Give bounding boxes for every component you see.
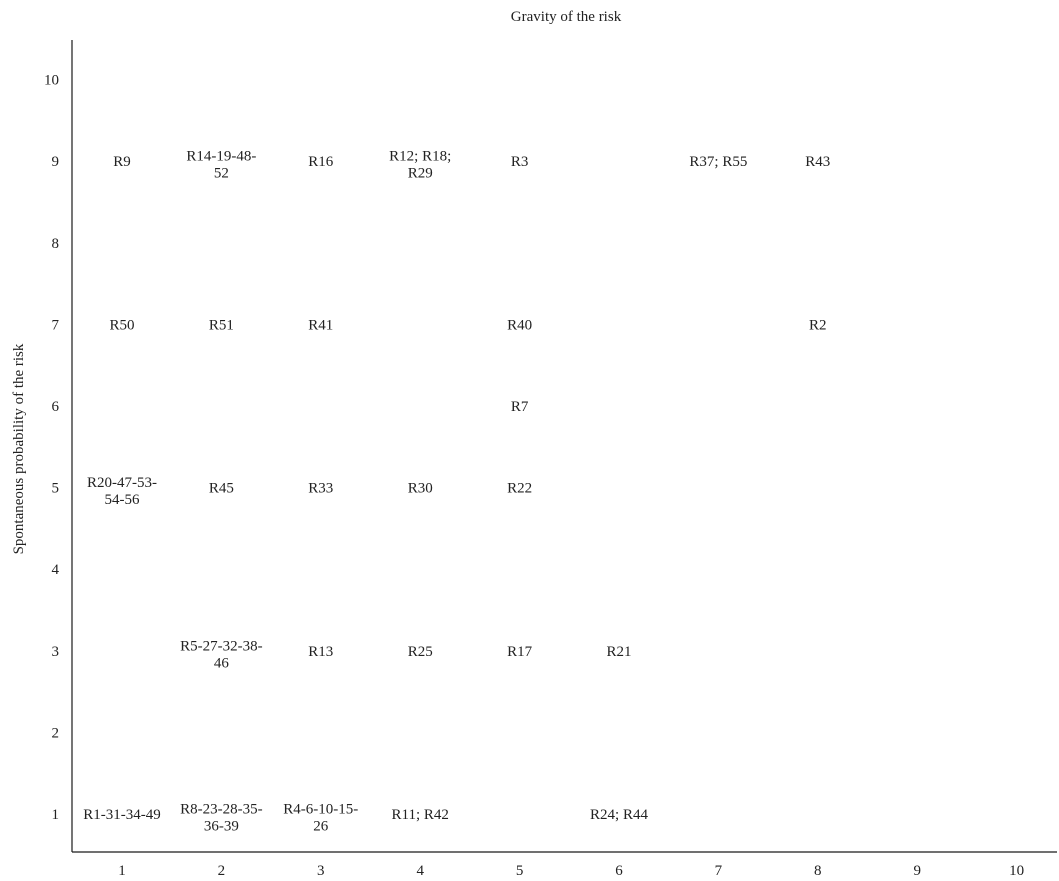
risk-label: R8-23-28-35-36-39 xyxy=(180,802,263,835)
risk-label-line: 52 xyxy=(214,166,229,182)
x-tick-label: 5 xyxy=(516,863,524,879)
risk-label-line: R13 xyxy=(308,644,333,660)
y-tick-label: 5 xyxy=(52,481,60,497)
risk-label: R22 xyxy=(507,481,532,497)
risk-label-line: R50 xyxy=(109,317,134,333)
risk-label-line: R1-31-34-49 xyxy=(83,807,161,823)
x-tick-label: 1 xyxy=(118,863,126,879)
risk-label: R21 xyxy=(606,644,631,660)
y-tick-label: 10 xyxy=(44,73,59,89)
x-tick-label: 9 xyxy=(913,863,921,879)
x-tick-label: 3 xyxy=(317,863,325,879)
risk-label-line: R14-19-48- xyxy=(186,149,256,165)
y-tick-label: 3 xyxy=(52,644,60,660)
risk-label-line: 36-39 xyxy=(204,819,239,835)
risk-label: R43 xyxy=(805,154,830,170)
y-tick-label: 7 xyxy=(52,317,60,333)
x-tick-label: 10 xyxy=(1009,863,1024,879)
risk-label-line: R5-27-32-38- xyxy=(180,638,263,654)
risk-label-line: R7 xyxy=(511,399,529,415)
risk-label: R13 xyxy=(308,644,333,660)
x-axis-title: Gravity of the risk xyxy=(511,9,622,25)
risk-label: R24; R44 xyxy=(590,807,648,823)
risk-label-line: R21 xyxy=(606,644,631,660)
y-tick-label: 4 xyxy=(52,562,60,578)
risk-label-line: R4-6-10-15- xyxy=(283,802,358,818)
risk-label-line: R24; R44 xyxy=(590,807,648,823)
risk-label: R11; R42 xyxy=(392,807,449,823)
x-tick-label: 2 xyxy=(218,863,226,879)
risk-label: R4-6-10-15-26 xyxy=(283,802,358,835)
risk-label: R33 xyxy=(308,481,333,497)
risk-label: R50 xyxy=(109,317,134,333)
risk-label-line: R51 xyxy=(209,317,234,333)
risk-label-line: R45 xyxy=(209,481,234,497)
risk-label-line: R8-23-28-35- xyxy=(180,802,263,818)
risk-label: R45 xyxy=(209,481,234,497)
risk-label-line: R12; R18; xyxy=(389,149,451,165)
risk-label: R30 xyxy=(408,481,433,497)
risk-label-line: 54-56 xyxy=(105,492,140,508)
risk-label: R7 xyxy=(511,399,529,415)
risk-label-line: R37; R55 xyxy=(689,154,747,170)
risk-label: R2 xyxy=(809,317,827,333)
risk-label-line: R29 xyxy=(408,166,433,182)
risk-label: R51 xyxy=(209,317,234,333)
risk-label-line: R40 xyxy=(507,317,532,333)
y-tick-labels: 1 2 3 4 5 6 7 8 9 10 xyxy=(44,73,60,823)
risk-label: R1-31-34-49 xyxy=(83,807,161,823)
risk-label: R16 xyxy=(308,154,334,170)
risk-label-line: 26 xyxy=(313,819,329,835)
y-tick-label: 1 xyxy=(52,807,60,823)
x-tick-label: 6 xyxy=(615,863,623,879)
risk-label-line: R11; R42 xyxy=(392,807,449,823)
risk-label-line: R16 xyxy=(308,154,334,170)
y-tick-label: 2 xyxy=(52,725,60,741)
risk-label: R12; R18;R29 xyxy=(389,149,451,182)
risk-label-line: R25 xyxy=(408,644,433,660)
risk-label-line: R33 xyxy=(308,481,333,497)
risk-label: R25 xyxy=(408,644,433,660)
x-tick-label: 7 xyxy=(715,863,723,879)
risk-label-line: R41 xyxy=(308,317,333,333)
x-tick-label: 8 xyxy=(814,863,822,879)
risk-label: R40 xyxy=(507,317,532,333)
y-tick-label: 6 xyxy=(52,399,60,415)
x-tick-label: 4 xyxy=(416,863,424,879)
risk-label: R14-19-48-52 xyxy=(186,149,256,182)
risk-label: R9 xyxy=(113,154,131,170)
risk-label-line: 46 xyxy=(214,655,230,671)
risk-label-line: R9 xyxy=(113,154,131,170)
risk-label-line: R20-47-53- xyxy=(87,475,157,491)
risk-label: R37; R55 xyxy=(689,154,747,170)
risk-label-line: R17 xyxy=(507,644,533,660)
x-tick-labels: 1 2 3 4 5 6 7 8 9 10 xyxy=(118,863,1024,879)
risk-label: R41 xyxy=(308,317,333,333)
risk-label: R3 xyxy=(511,154,529,170)
y-axis-title: Spontaneous probability of the risk xyxy=(11,343,27,554)
risk-label: R17 xyxy=(507,644,533,660)
risk-label-line: R2 xyxy=(809,317,827,333)
y-tick-label: 8 xyxy=(52,236,60,252)
y-tick-label: 9 xyxy=(52,154,60,170)
risk-label-line: R3 xyxy=(511,154,529,170)
risk-label-line: R43 xyxy=(805,154,830,170)
risk-label-line: R30 xyxy=(408,481,433,497)
risk-label: R5-27-32-38-46 xyxy=(180,638,263,671)
risk-labels: R9 R14-19-48-52 R16 R12; R18;R29 R3 R37; R55 R… xyxy=(83,149,830,835)
risk-label-line: R22 xyxy=(507,481,532,497)
risk-label: R20-47-53-54-56 xyxy=(87,475,157,508)
